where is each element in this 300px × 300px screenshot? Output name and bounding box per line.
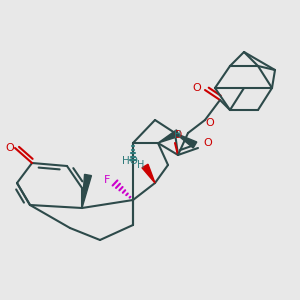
Text: H: H: [137, 160, 145, 170]
Polygon shape: [158, 130, 180, 143]
Text: HO: HO: [122, 156, 138, 166]
Text: O: O: [206, 118, 214, 128]
Text: O: O: [173, 130, 181, 140]
Polygon shape: [142, 164, 155, 183]
Text: O: O: [193, 83, 201, 93]
Polygon shape: [82, 174, 92, 208]
Text: O: O: [204, 138, 212, 148]
Text: F: F: [104, 175, 110, 185]
Text: H: H: [174, 130, 182, 140]
Text: O: O: [6, 143, 14, 153]
Polygon shape: [175, 133, 197, 148]
